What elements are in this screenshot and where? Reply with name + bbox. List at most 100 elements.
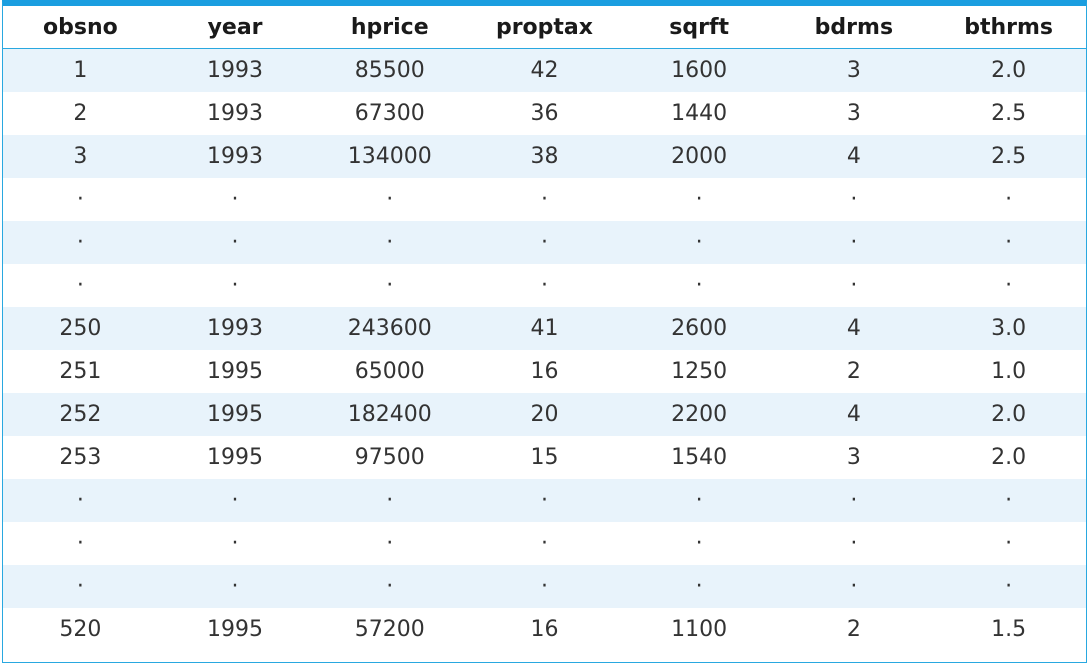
cell-bdrms: ·: [776, 178, 932, 221]
cell-hprice: 85500: [312, 48, 468, 92]
cell-proptax: 16: [467, 350, 622, 393]
cell-sqrft: 1100: [621, 608, 777, 651]
cell-sqrft: 2200: [621, 393, 777, 436]
cell-year: 1995: [157, 350, 313, 393]
cell-bthrms: ·: [931, 479, 1086, 522]
cell-obsno: 1: [3, 48, 158, 92]
column-header-proptax: proptax: [467, 6, 622, 49]
housing-data-table: obsno year hprice proptax sqrft bdrms bt…: [3, 6, 1086, 651]
cell-bdrms: 3: [776, 48, 932, 92]
cell-year: 1993: [157, 48, 313, 92]
table-row: 3 1993 134000 38 2000 4 2.5: [3, 135, 1086, 178]
cell-year: 1995: [157, 436, 313, 479]
cell-year: ·: [157, 221, 313, 264]
cell-hprice: 97500: [312, 436, 468, 479]
cell-sqrft: 2000: [621, 135, 777, 178]
cell-bdrms: 2: [776, 350, 932, 393]
cell-proptax: 15: [467, 436, 622, 479]
cell-bdrms: 2: [776, 608, 932, 651]
table-row: · · · · · · ·: [3, 479, 1086, 522]
cell-obsno: 253: [3, 436, 158, 479]
cell-year: 1993: [157, 92, 313, 135]
cell-proptax: ·: [467, 221, 622, 264]
cell-bthrms: 1.0: [931, 350, 1086, 393]
cell-bdrms: ·: [776, 479, 932, 522]
cell-hprice: 243600: [312, 307, 468, 350]
cell-hprice: 134000: [312, 135, 468, 178]
cell-bdrms: 3: [776, 436, 932, 479]
header-row: obsno year hprice proptax sqrft bdrms bt…: [3, 6, 1086, 49]
cell-proptax: 36: [467, 92, 622, 135]
cell-sqrft: ·: [621, 221, 777, 264]
cell-hprice: 65000: [312, 350, 468, 393]
cell-hprice: ·: [312, 522, 468, 565]
cell-bthrms: 2.5: [931, 135, 1086, 178]
cell-year: ·: [157, 479, 313, 522]
cell-year: 1995: [157, 608, 313, 651]
cell-hprice: ·: [312, 221, 468, 264]
cell-obsno: 3: [3, 135, 158, 178]
cell-year: 1993: [157, 135, 313, 178]
cell-bdrms: 4: [776, 393, 932, 436]
table-row: 1 1993 85500 42 1600 3 2.0: [3, 48, 1086, 92]
column-header-sqrft: sqrft: [621, 6, 777, 49]
cell-bthrms: 2.0: [931, 393, 1086, 436]
cell-obsno: 520: [3, 608, 158, 651]
column-header-bdrms: bdrms: [776, 6, 932, 49]
table-row: 2 1993 67300 36 1440 3 2.5: [3, 92, 1086, 135]
cell-proptax: ·: [467, 479, 622, 522]
cell-obsno: ·: [3, 479, 158, 522]
cell-obsno: ·: [3, 565, 158, 608]
table-row: · · · · · · ·: [3, 221, 1086, 264]
table-row: · · · · · · ·: [3, 264, 1086, 307]
cell-bdrms: ·: [776, 221, 932, 264]
cell-obsno: ·: [3, 264, 158, 307]
column-header-obsno: obsno: [3, 6, 158, 49]
cell-obsno: ·: [3, 221, 158, 264]
column-header-year: year: [157, 6, 313, 49]
cell-proptax: ·: [467, 522, 622, 565]
cell-bdrms: ·: [776, 264, 932, 307]
cell-year: 1995: [157, 393, 313, 436]
cell-bdrms: ·: [776, 565, 932, 608]
cell-hprice: 67300: [312, 92, 468, 135]
cell-sqrft: 2600: [621, 307, 777, 350]
cell-proptax: ·: [467, 178, 622, 221]
cell-bthrms: 1.5: [931, 608, 1086, 651]
cell-sqrft: ·: [621, 264, 777, 307]
cell-sqrft: 1440: [621, 92, 777, 135]
table-row: 253 1995 97500 15 1540 3 2.0: [3, 436, 1086, 479]
cell-year: ·: [157, 178, 313, 221]
column-header-bthrms: bthrms: [931, 6, 1086, 49]
cell-year: ·: [157, 565, 313, 608]
cell-bthrms: 2.5: [931, 92, 1086, 135]
table-row: 251 1995 65000 16 1250 2 1.0: [3, 350, 1086, 393]
table-row: · · · · · · ·: [3, 522, 1086, 565]
cell-year: ·: [157, 522, 313, 565]
cell-bthrms: ·: [931, 522, 1086, 565]
cell-bthrms: ·: [931, 178, 1086, 221]
cell-sqrft: ·: [621, 565, 777, 608]
table-row: · · · · · · ·: [3, 178, 1086, 221]
cell-year: 1993: [157, 307, 313, 350]
cell-sqrft: ·: [621, 178, 777, 221]
cell-hprice: ·: [312, 264, 468, 307]
cell-year: ·: [157, 264, 313, 307]
table-row: · · · · · · ·: [3, 565, 1086, 608]
cell-bdrms: 4: [776, 135, 932, 178]
table-body: 1 1993 85500 42 1600 3 2.0 2 1993 67300 36 1440 3 2.5…: [3, 48, 1086, 651]
cell-proptax: 38: [467, 135, 622, 178]
cell-hprice: ·: [312, 565, 468, 608]
cell-bthrms: ·: [931, 221, 1086, 264]
cell-hprice: ·: [312, 178, 468, 221]
cell-sqrft: 1540: [621, 436, 777, 479]
cell-obsno: 2: [3, 92, 158, 135]
table-row: 252 1995 182400 20 2200 4 2.0: [3, 393, 1086, 436]
cell-bthrms: 3.0: [931, 307, 1086, 350]
cell-bthrms: 2.0: [931, 436, 1086, 479]
cell-hprice: 182400: [312, 393, 468, 436]
cell-proptax: ·: [467, 565, 622, 608]
column-header-hprice: hprice: [312, 6, 468, 49]
cell-bdrms: 4: [776, 307, 932, 350]
